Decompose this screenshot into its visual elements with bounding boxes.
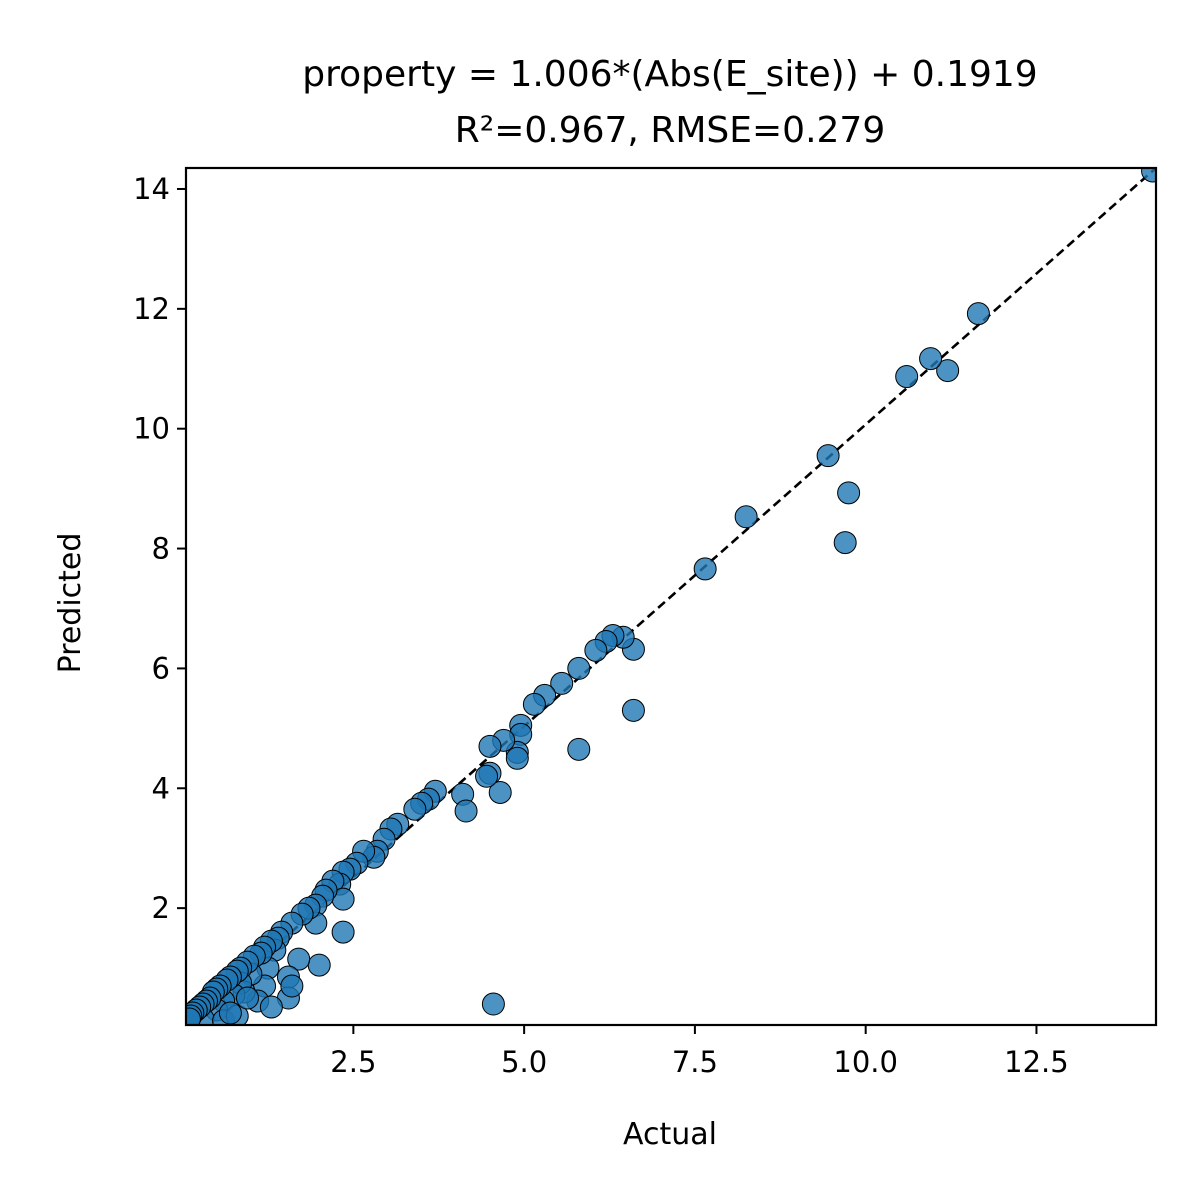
- data-point: [522, 692, 546, 716]
- data-point: [218, 1001, 242, 1025]
- data-point: [966, 302, 990, 326]
- data-point: [454, 799, 478, 823]
- data-point: [734, 505, 758, 529]
- data-point: [488, 780, 512, 804]
- y-tick-label: 6: [152, 651, 170, 685]
- x-tick-label: 2.5: [330, 1045, 376, 1079]
- data-point: [481, 992, 505, 1016]
- x-axis-label: Actual: [623, 1117, 717, 1152]
- data-point: [259, 995, 283, 1019]
- data-point: [287, 947, 311, 971]
- x-tick-label: 12.5: [1004, 1045, 1069, 1079]
- data-point: [693, 557, 717, 581]
- data-point: [475, 764, 499, 788]
- chart-title: property = 1.006*(Abs(E_site)) + 0.1919: [302, 54, 1037, 95]
- data-point: [621, 698, 645, 722]
- data-point: [403, 797, 427, 821]
- chart-subtitle: R²=0.967, RMSE=0.279: [455, 110, 885, 151]
- data-point: [567, 656, 591, 680]
- data-point: [280, 974, 304, 998]
- y-tick-label: 8: [152, 532, 170, 566]
- data-point: [837, 481, 861, 505]
- data-point: [833, 531, 857, 555]
- y-tick-label: 12: [133, 292, 170, 326]
- data-point: [919, 347, 943, 371]
- y-tick-label: 4: [152, 771, 170, 805]
- data-point: [235, 986, 259, 1010]
- plot-frame: [184, 166, 1158, 1027]
- y-tick-label: 14: [133, 172, 170, 206]
- y-tick-label: 2: [152, 891, 170, 925]
- data-point: [584, 638, 608, 662]
- data-point: [331, 920, 355, 944]
- data-point: [550, 671, 574, 695]
- data-point: [936, 359, 960, 383]
- x-tick-label: 5.0: [501, 1045, 547, 1079]
- data-point: [816, 444, 840, 468]
- data-point: [895, 365, 919, 389]
- data-point: [307, 953, 331, 977]
- plot-area: 2.5 5.0 7.5 10.0 12.5 2 4 6 8 10 12 14: [133, 166, 1158, 1079]
- data-layer: [186, 168, 1156, 1025]
- data-point: [1141, 168, 1156, 183]
- y-axis-label: Predicted: [53, 533, 88, 674]
- data-point: [567, 737, 591, 761]
- data-point: [186, 1007, 201, 1025]
- data-point: [478, 734, 502, 758]
- y-tick-label: 10: [133, 412, 170, 446]
- x-tick-label: 10.0: [833, 1045, 898, 1079]
- data-point: [505, 746, 529, 770]
- x-tick-label: 7.5: [672, 1045, 718, 1079]
